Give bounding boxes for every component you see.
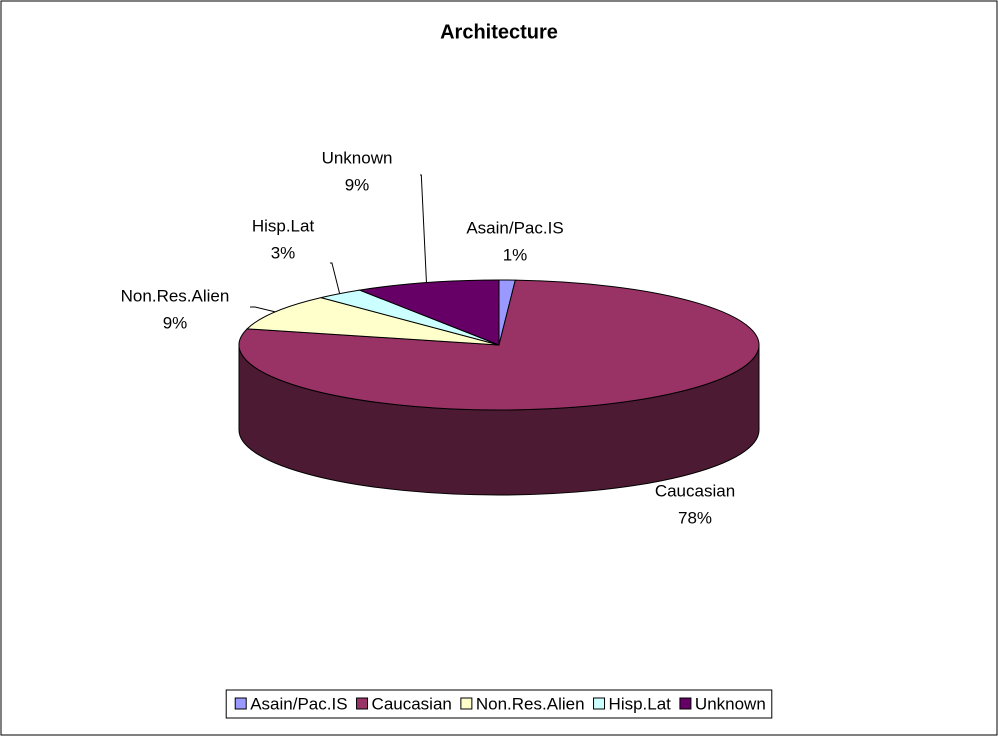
- data-label-name: Unknown: [322, 148, 393, 167]
- legend-label: Caucasian: [372, 694, 452, 713]
- legend-swatch: [460, 697, 473, 710]
- leader-line: [330, 262, 341, 294]
- data-label-value: 1%: [503, 245, 528, 264]
- data-label-value: 3%: [271, 243, 296, 262]
- legend-swatch: [234, 697, 247, 710]
- data-label-name: Hisp.Lat: [252, 216, 315, 235]
- data-label-name: Non.Res.Alien: [121, 286, 230, 305]
- chart-title: Architecture: [440, 21, 558, 43]
- legend-label: Hisp.Lat: [609, 694, 672, 713]
- legend-swatch: [356, 697, 369, 710]
- leader-line: [420, 174, 427, 283]
- legend-label: Unknown: [695, 694, 766, 713]
- data-label-name: Asain/Pac.IS: [466, 218, 563, 237]
- legend-swatch: [679, 697, 692, 710]
- legend: Asain/Pac.IS Caucasian Non.Res.Alien Hisp.L…: [225, 689, 773, 719]
- data-label-value: 9%: [345, 175, 370, 194]
- legend-label: Non.Res.Alien: [476, 694, 585, 713]
- legend-swatch: [593, 697, 606, 710]
- pie-slice: [246, 297, 500, 346]
- data-label-value: 78%: [678, 508, 712, 527]
- pie-slice: [357, 279, 500, 346]
- data-label-value: 9%: [163, 313, 188, 332]
- data-label-name: Caucasian: [655, 481, 735, 500]
- legend-label: Asain/Pac.IS: [250, 694, 347, 713]
- leader-line: [250, 306, 276, 313]
